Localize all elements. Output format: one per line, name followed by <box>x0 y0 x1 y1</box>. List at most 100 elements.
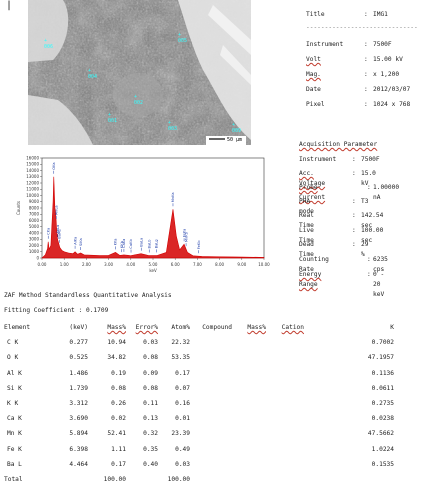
zaf-header-4: Atom% <box>171 324 190 332</box>
zaf-header-7: Cation <box>281 324 304 332</box>
zaf-cell <box>232 350 266 365</box>
scale-bar-label: 50 µm <box>227 137 243 143</box>
meta-value: 1024 x 768 <box>373 101 411 108</box>
zaf-cell <box>266 396 304 411</box>
zaf-cell: 0.03 <box>175 460 190 468</box>
meta-row-volt: Volt : 15.00 kV <box>306 55 421 65</box>
meta-key: Volt <box>306 56 321 63</box>
zaf-header-5: Compound <box>202 324 232 332</box>
peak-label: BaMz <box>58 229 62 239</box>
y-tick-label: 14000 <box>26 168 39 173</box>
point-marker-005: +005 <box>178 32 188 44</box>
zaf-cell: 100.00 <box>103 475 126 483</box>
zaf-cell: 0.11 <box>143 400 158 408</box>
zaf-row: C K 0.277 10.94 0.03 22.32 0.7002 <box>4 335 394 350</box>
y-tick-label: 5000 <box>29 224 40 229</box>
x-tick-label: 10.00 <box>258 262 270 267</box>
peak-label: KKa <box>114 239 118 246</box>
zaf-row: Mn K 5.894 52.41 0.32 23.39 47.5662 <box>4 426 394 441</box>
zaf-row: Ca K 3.690 0.02 0.13 0.01 0.0238 <box>4 411 394 426</box>
zaf-row: Si K 1.739 0.08 0.08 0.07 0.0611 <box>4 381 394 396</box>
peak-label: AlKa <box>73 237 77 245</box>
zaf-cell: 1.11 <box>111 445 126 453</box>
fitting-coefficient: Fitting Coefficient : 0.1709 <box>4 307 109 314</box>
zaf-cell: 0.49 <box>175 445 190 453</box>
x-tick-label: 1.00 <box>60 262 69 267</box>
point-marker-006: +006 <box>44 38 54 50</box>
point-marker-004: +004 <box>88 68 98 80</box>
meta-value: 7500F <box>373 41 392 48</box>
zaf-cell <box>190 381 232 396</box>
zaf-cell <box>232 457 266 472</box>
zaf-results-table: Element (keV) Mass% Error% Atom% Compound Mass… <box>4 320 394 487</box>
zaf-cell: 53.35 <box>171 354 190 362</box>
peak-label: FeLa <box>56 225 60 233</box>
x-tick-label: 7.00 <box>193 262 202 267</box>
peak-label: FeKa <box>182 229 186 238</box>
zaf-cell: 22.32 <box>171 339 190 347</box>
zaf-cell: 0.19 <box>111 369 126 377</box>
zaf-cell: K K <box>7 400 19 408</box>
meta-colon: : <box>364 86 368 93</box>
y-tick-label: 2000 <box>29 243 40 248</box>
peak-label: BaLg <box>155 239 159 248</box>
zaf-cell: Si K <box>7 384 22 392</box>
point-marker-001: +001 <box>108 112 118 124</box>
meta-value: x 1,200 <box>373 71 400 78</box>
zaf-cell <box>190 350 232 365</box>
zaf-total-row: Total 100.00 100.00 <box>4 472 394 487</box>
zaf-cell: 0.0238 <box>371 415 394 423</box>
zaf-cell: 0.2735 <box>371 400 394 408</box>
zaf-cell: 0.277 <box>69 339 88 347</box>
acquisition-heading: Acquisition Parameter <box>299 141 378 148</box>
x-tick-label: 9.00 <box>237 262 246 267</box>
zaf-cell <box>190 442 232 457</box>
x-tick-label: 0.00 <box>38 262 47 267</box>
zaf-cell <box>266 381 304 396</box>
meta-row-title: Title : IMG1 <box>306 10 421 20</box>
zaf-cell: Fe K <box>7 445 22 453</box>
zaf-body: C K 0.277 10.94 0.03 22.32 0.7002 O K 0.525 34.8… <box>4 335 394 487</box>
y-tick-label: 6000 <box>29 218 40 223</box>
y-tick-label: 12000 <box>26 180 39 185</box>
zaf-cell: 52.41 <box>107 430 126 438</box>
zaf-cell: 0.02 <box>111 415 126 423</box>
zaf-cell <box>266 472 304 487</box>
y-tick-label: 3000 <box>29 237 40 242</box>
point-marker-009: +009 <box>232 122 242 134</box>
zaf-cell <box>232 411 266 426</box>
zaf-cell <box>190 426 232 441</box>
zaf-cell: 0.525 <box>69 354 88 362</box>
zaf-cell <box>190 472 232 487</box>
zaf-cell <box>36 472 88 487</box>
zaf-cell: 34.82 <box>107 354 126 362</box>
meta-colon: : <box>364 56 368 63</box>
zaf-cell: 1.739 <box>69 384 88 392</box>
zaf-cell: 0.1535 <box>371 460 394 468</box>
meta-separator: ------------------------------ <box>306 24 418 31</box>
zaf-title-text: ZAF Method Standardless Quantitative Ana… <box>4 292 172 299</box>
meta-row-pixel: Pixel : 1024 x 768 <box>306 100 421 110</box>
zaf-cell <box>190 335 232 350</box>
zaf-cell: 0.03 <box>143 339 158 347</box>
zaf-cell <box>266 411 304 426</box>
y-tick-label: 10000 <box>26 193 39 198</box>
meta-key: Date <box>306 86 321 93</box>
peak-label: CKa <box>46 228 50 235</box>
peak-label: MnLa <box>54 205 58 215</box>
x-tick-label: 6.00 <box>171 262 180 267</box>
meta-key: Instrument <box>306 41 344 48</box>
y-tick-label: 8000 <box>29 205 40 210</box>
zaf-cell: Ca K <box>7 415 22 423</box>
zaf-cell <box>304 472 394 487</box>
meta-row-instrument: Instrument : 7500F <box>306 40 421 50</box>
zaf-cell <box>190 366 232 381</box>
zaf-cell: 0.07 <box>175 384 190 392</box>
x-axis-label: keV <box>149 268 157 273</box>
meta-colon: : <box>364 11 368 18</box>
zaf-cell: 3.312 <box>69 400 88 408</box>
zaf-cell: 0.09 <box>143 369 158 377</box>
zaf-cell: C K <box>7 339 19 347</box>
zaf-cell: 0.1136 <box>371 369 394 377</box>
zaf-row: Al K 1.486 0.19 0.09 0.17 0.1136 <box>4 366 394 381</box>
